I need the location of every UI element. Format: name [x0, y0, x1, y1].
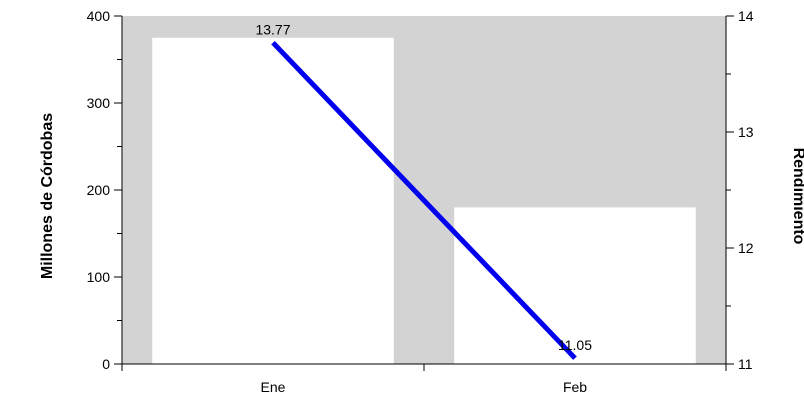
- bar-ene: [152, 37, 394, 364]
- y-right-tick-label: 14: [738, 8, 754, 24]
- y-right-tick-label: 13: [738, 124, 754, 140]
- bar-feb: [454, 207, 696, 364]
- x-tick-label-ene: Ene: [261, 379, 286, 395]
- y-left-tick-label: 100: [87, 269, 111, 285]
- y-left-tick-label: 200: [87, 182, 111, 198]
- y-right-tick-label: 11: [738, 356, 753, 372]
- rendimiento-line: [271, 40, 577, 360]
- y-axis-left-title: Millones de Córdobas: [39, 113, 56, 279]
- y-right-tick-label: 12: [738, 240, 754, 256]
- y-left-tick-label: 0: [102, 356, 110, 372]
- x-tick-label-feb: Feb: [563, 379, 587, 395]
- y-axis-right-title: Rendimiento: [790, 148, 804, 245]
- data-label-ene: 13.77: [255, 22, 290, 38]
- y-left-tick-label: 400: [87, 8, 111, 24]
- y-left-tick-label: 300: [87, 95, 111, 111]
- data-label-feb: 11.05: [558, 337, 592, 353]
